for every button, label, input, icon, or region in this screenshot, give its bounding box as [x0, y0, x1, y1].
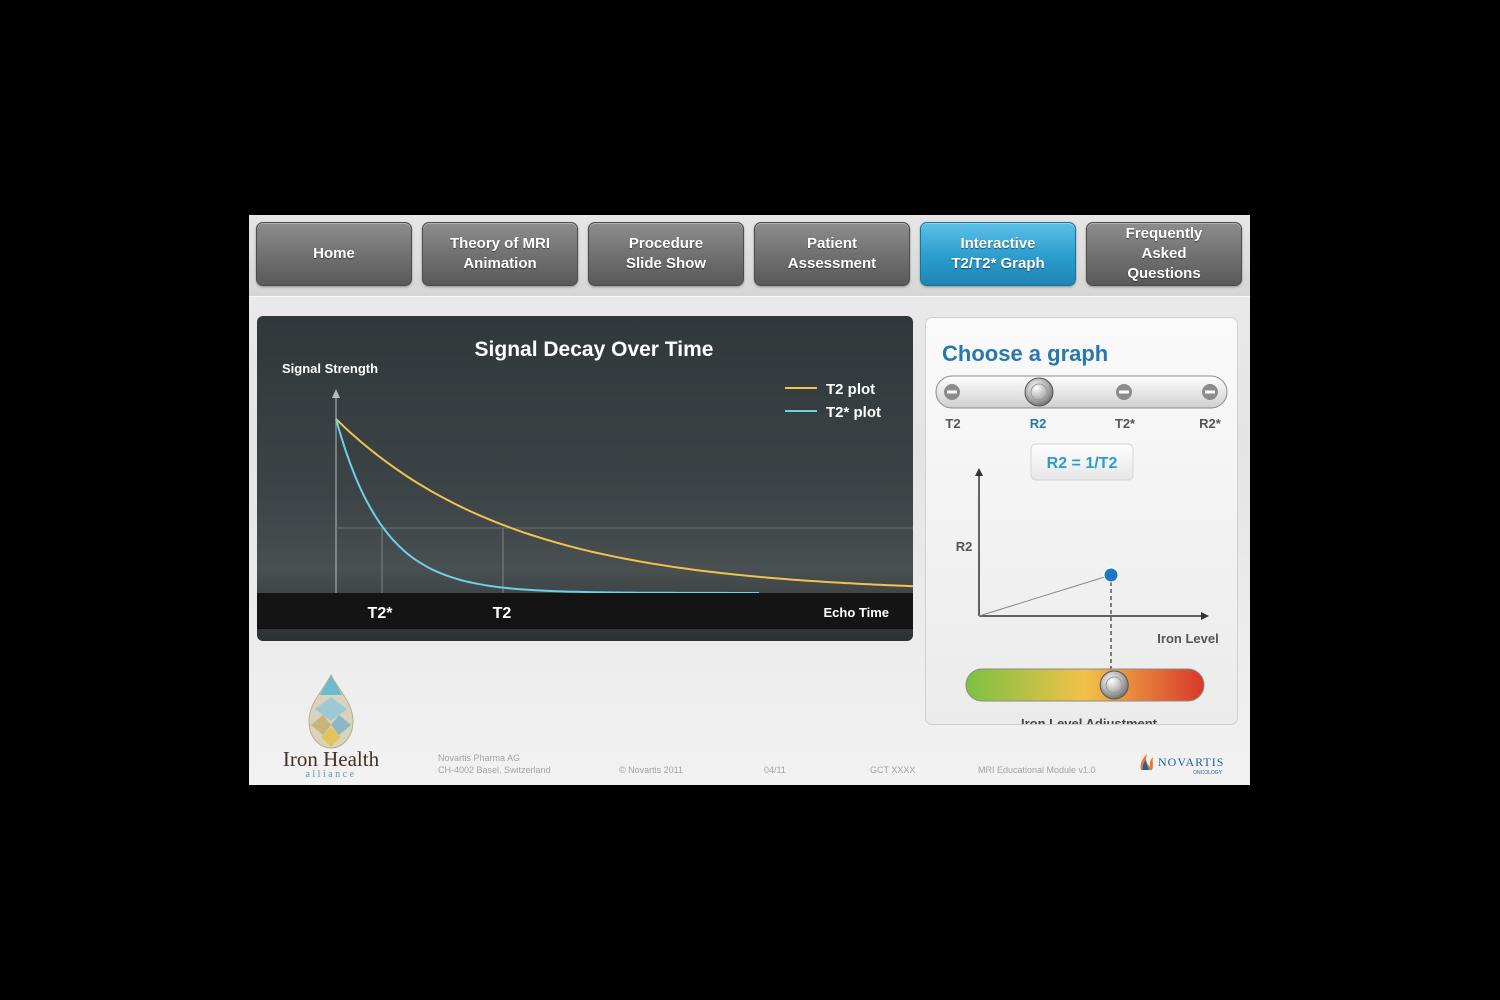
graph-selector-track[interactable] [935, 375, 1228, 409]
legend-t2-label: T2 plot [826, 381, 875, 398]
footer: Novartis Pharma AG CH-4002 Basel, Switze… [249, 745, 1250, 785]
option-r2star-button[interactable] [1202, 384, 1218, 400]
nav-procedure-button[interactable]: Procedure Slide Show [588, 222, 744, 286]
iron-level-slider-knob[interactable] [1099, 670, 1129, 700]
x-tick-t2: T2 [493, 605, 512, 622]
iron-health-logo: Iron Health alliance [275, 673, 390, 780]
nav-interactive-graph-button[interactable]: Interactive T2/T2* Graph [920, 222, 1076, 286]
x-axis-label: Echo Time [823, 605, 889, 620]
x-tick-t2star: T2* [368, 605, 394, 622]
logo-wordmark: Iron Health [283, 747, 380, 771]
t2star-curve [335, 418, 760, 594]
r2-axis-label: R2 [956, 539, 973, 554]
chooser-title: Choose a graph [942, 341, 1108, 366]
nav-faq-button[interactable]: Frequently Asked Questions [1086, 222, 1242, 286]
r2-axis-arrow [975, 468, 983, 476]
option-t2-button[interactable] [944, 384, 960, 400]
iron-slider-label: Iron Level Adjustment [1021, 716, 1158, 724]
y-axis-label: Signal Strength [282, 361, 378, 376]
t2-curve [335, 418, 913, 588]
option-label-t2star[interactable]: T2* [1115, 416, 1136, 431]
y-axis-arrow [332, 389, 340, 398]
footer-copyright: © Novartis 2011 [619, 765, 683, 775]
signal-decay-chart: Signal Decay Over Time Signal Strength T… [257, 338, 913, 629]
footer-module: MRI Educational Module v1.0 [978, 765, 1096, 775]
nav-patient-button[interactable]: Patient Assessment [754, 222, 910, 286]
chart-title: Signal Decay Over Time [475, 338, 714, 361]
r2-trend-line [978, 574, 1112, 617]
nav-bar: Home Theory of MRI Animation Procedure S… [249, 215, 1250, 297]
novartis-division: ONCOLOGY [1193, 770, 1223, 776]
nav-theory-button[interactable]: Theory of MRI Animation [422, 222, 578, 286]
legend-t2star-label: T2* plot [826, 404, 881, 421]
novartis-wordmark: NOVARTIS [1158, 755, 1224, 769]
novartis-flame-icon [1140, 754, 1153, 770]
option-t2star-button[interactable] [1116, 384, 1132, 400]
option-label-r2star[interactable]: R2* [1199, 416, 1222, 431]
formula-text: R2 = 1/T2 [1047, 455, 1118, 472]
iron-axis-label: Iron Level [1157, 631, 1218, 646]
iron-level-slider-track[interactable] [965, 668, 1205, 702]
nav-home-button[interactable]: Home [256, 222, 412, 286]
signal-decay-chart-panel: Signal Decay Over Time Signal Strength T… [257, 316, 913, 641]
graph-chooser-panel: Choose a graph T2 R2 T2* R2* R2 = 1/T2 [925, 317, 1238, 725]
footer-code: GCT XXXX [870, 765, 916, 775]
selector-knob[interactable] [1024, 377, 1054, 407]
r2-marker-dot [1103, 567, 1119, 583]
option-label-t2[interactable]: T2 [945, 416, 960, 431]
iron-axis-arrow [1201, 612, 1209, 620]
formula-box [1030, 443, 1134, 481]
option-label-r2[interactable]: R2 [1030, 416, 1047, 431]
footer-address: Novartis Pharma AG CH-4002 Basel, Switze… [438, 753, 551, 775]
footer-date: 04/11 [764, 765, 786, 775]
app-window: Home Theory of MRI Animation Procedure S… [249, 215, 1250, 785]
x-axis-band [257, 593, 913, 629]
drop-emblem-icon [308, 673, 354, 749]
logo-tagline: alliance [305, 769, 356, 778]
novartis-logo: NOVARTIS ONCOLOGY [1138, 752, 1228, 781]
